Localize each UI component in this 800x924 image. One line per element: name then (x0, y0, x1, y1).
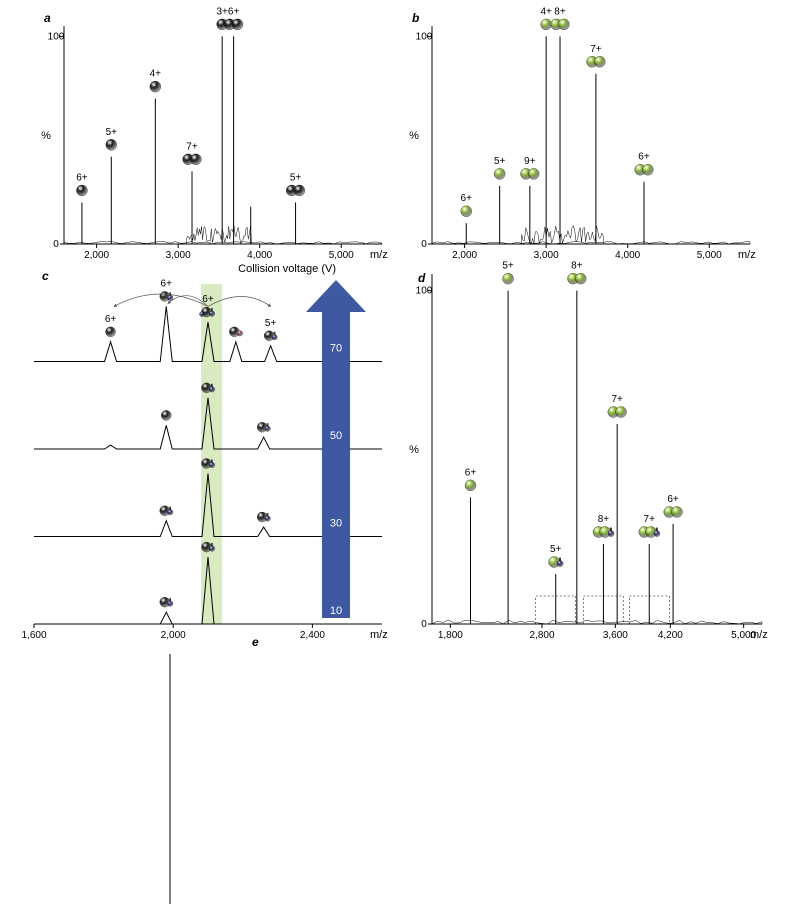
svg-text:6+: 6+ (228, 6, 240, 17)
svg-text:2,800: 2,800 (529, 630, 554, 641)
svg-text:50: 50 (330, 430, 342, 442)
svg-text:0: 0 (421, 239, 427, 250)
svg-text:4,000: 4,000 (615, 250, 640, 261)
svg-text:7+: 7+ (186, 141, 198, 152)
svg-text:6+: 6+ (465, 467, 477, 478)
svg-text:6+: 6+ (161, 278, 173, 289)
figure: a0100%2,0003,0004,0005,000m/z6+5+4+7+3+6… (0, 0, 800, 919)
svg-text:%: % (409, 444, 419, 456)
svg-text:4+: 4+ (150, 69, 162, 80)
svg-text:%: % (41, 130, 51, 142)
svg-text:2,000: 2,000 (161, 630, 186, 641)
svg-text:m/z: m/z (750, 629, 768, 641)
svg-text:3,000: 3,000 (166, 250, 191, 261)
svg-text:e: e (252, 635, 259, 649)
svg-text:5+: 5+ (502, 261, 514, 272)
svg-text:5+: 5+ (290, 172, 302, 183)
svg-text:5+: 5+ (106, 127, 118, 138)
svg-text:b: b (412, 11, 419, 25)
svg-text:6+: 6+ (76, 172, 88, 183)
svg-text:70: 70 (330, 343, 342, 355)
svg-text:m/z: m/z (370, 249, 388, 261)
svg-text:5,000: 5,000 (329, 250, 354, 261)
svg-text:d: d (418, 271, 426, 285)
svg-text:%: % (409, 130, 419, 142)
svg-text:5+: 5+ (550, 544, 562, 555)
svg-text:5+: 5+ (494, 156, 506, 167)
svg-text:3+: 3+ (216, 6, 228, 17)
svg-text:6+: 6+ (667, 494, 679, 505)
svg-text:5,000: 5,000 (697, 250, 722, 261)
svg-text:0: 0 (53, 239, 59, 250)
svg-text:10: 10 (330, 605, 342, 617)
svg-text:4+: 4+ (540, 6, 552, 17)
svg-text:30: 30 (330, 518, 342, 530)
svg-text:3,000: 3,000 (534, 250, 559, 261)
svg-text:7+: 7+ (644, 514, 656, 525)
svg-text:1,600: 1,600 (21, 630, 46, 641)
svg-text:5+: 5+ (265, 318, 277, 329)
svg-text:4,200: 4,200 (658, 630, 683, 641)
svg-text:2,000: 2,000 (84, 250, 109, 261)
svg-text:7+: 7+ (611, 394, 623, 405)
svg-text:6+: 6+ (461, 193, 473, 204)
svg-text:6+: 6+ (105, 314, 117, 325)
svg-text:100: 100 (416, 31, 433, 42)
svg-text:100: 100 (416, 286, 433, 297)
svg-text:8+: 8+ (554, 6, 566, 17)
figure-svg: a0100%2,0003,0004,0005,000m/z6+5+4+7+3+6… (0, 0, 800, 919)
svg-text:3,600: 3,600 (603, 630, 628, 641)
svg-text:0: 0 (421, 619, 427, 630)
svg-text:6+: 6+ (638, 152, 650, 163)
svg-text:m/z: m/z (370, 629, 388, 641)
svg-text:7+: 7+ (590, 44, 602, 55)
svg-text:m/z: m/z (738, 249, 756, 261)
svg-text:1,800: 1,800 (438, 630, 463, 641)
svg-text:4,000: 4,000 (247, 250, 272, 261)
svg-text:c: c (42, 269, 49, 283)
svg-text:Collision voltage (V): Collision voltage (V) (238, 263, 336, 275)
svg-text:2,000: 2,000 (452, 250, 477, 261)
svg-text:6+: 6+ (202, 294, 214, 305)
svg-text:100: 100 (48, 31, 65, 42)
svg-text:8+: 8+ (571, 261, 583, 272)
svg-text:2,400: 2,400 (300, 630, 325, 641)
svg-text:9+: 9+ (524, 156, 536, 167)
svg-text:8+: 8+ (598, 514, 610, 525)
svg-text:a: a (44, 11, 51, 25)
